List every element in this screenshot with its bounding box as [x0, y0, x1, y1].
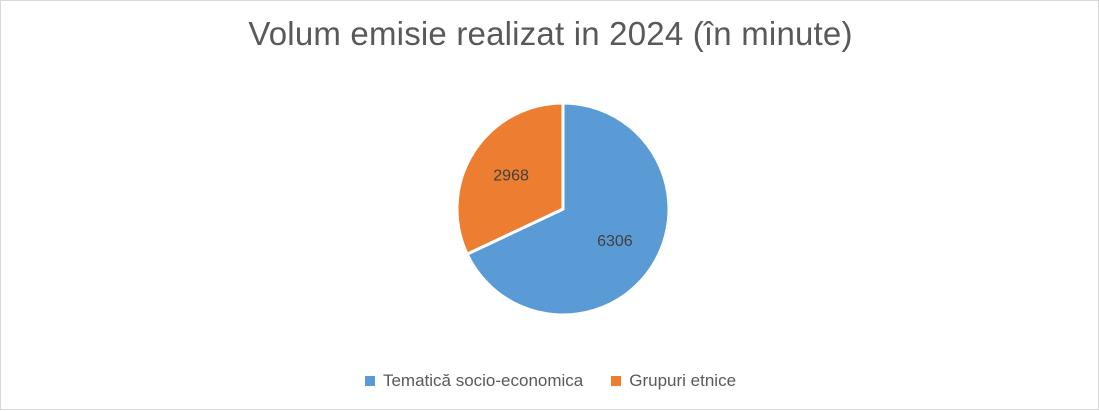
legend-swatch-tematica [364, 376, 375, 386]
chart-legend: Tematică socio-economica Grupuri etnice [1, 371, 1099, 391]
pie-slice-tematica [465, 101, 671, 317]
data-label-grupuri: 2968 [493, 167, 529, 184]
legend-label-tematica: Tematică socio-economica [382, 371, 584, 390]
legend-item-grupuri: Grupuri etnice [611, 371, 736, 391]
pie-slice-grupuri [455, 101, 565, 256]
legend-label-grupuri: Grupuri etnice [629, 371, 737, 390]
chart-title: Volum emisie realizat in 2024 (în minute… [248, 15, 853, 52]
data-label-tematica: 6306 [597, 233, 633, 250]
legend-item-tematica: Tematică socio-economica [364, 371, 584, 391]
legend-swatch-grupuri [611, 376, 622, 386]
